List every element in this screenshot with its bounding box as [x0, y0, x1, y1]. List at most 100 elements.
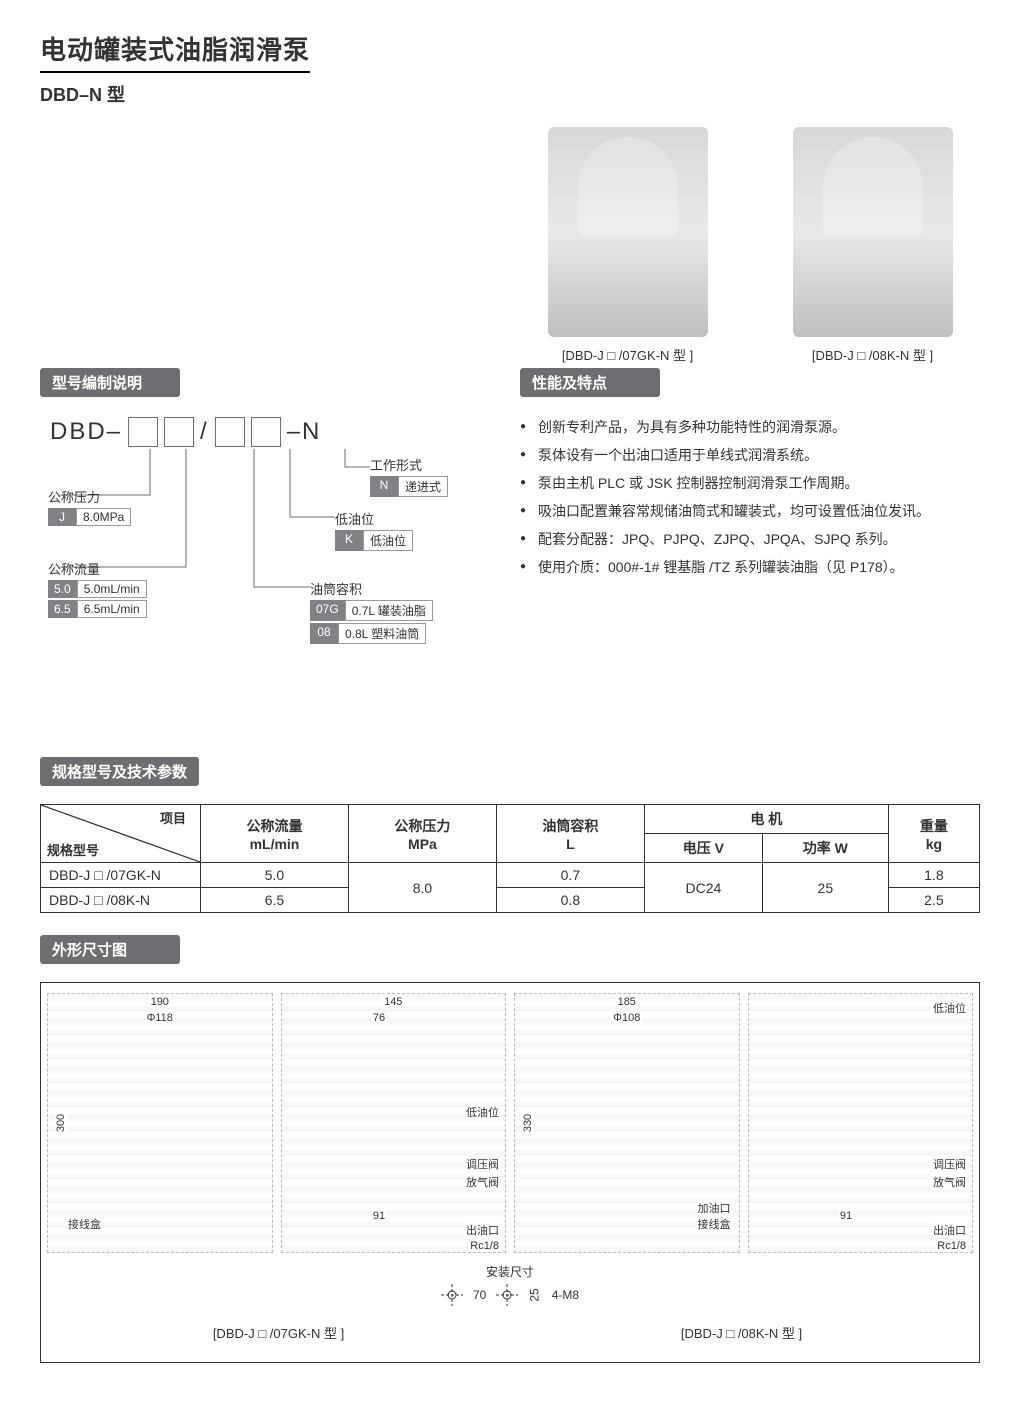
param-label: 公称流量	[48, 559, 147, 578]
th-unit: mL/min	[209, 836, 340, 852]
features-list: 创新专利产品，为具有多种功能特性的润滑泵源。 泵体设有一个出油口适用于单线式润滑…	[520, 413, 980, 581]
th-power: 功率 W	[762, 834, 888, 863]
subtitle: DBD–N 型	[40, 81, 980, 107]
diag-top-label: 项目	[160, 808, 186, 827]
diag-header-cell: 项目 规格型号	[41, 805, 201, 863]
td-flow: 5.0	[201, 863, 349, 888]
param-val: 5.0mL/min	[77, 580, 147, 598]
annot-low: 低油位	[931, 1000, 968, 1016]
table-row: 项目 规格型号 公称流量 mL/min 公称压力 MPa 油筒容积 L 电 机 …	[41, 805, 980, 834]
product-photo-placeholder	[793, 127, 953, 337]
spec-section: 规格型号及技术参数 项目 规格型号 公称流量 mL/min 公称压力 MPa 油…	[40, 757, 980, 913]
param-val: 0.8L 塑料油筒	[338, 623, 426, 644]
annot-box: 接线盒	[696, 1216, 733, 1232]
drawing-section: 外形尺寸图 190 Φ118 300 接线盒 145 76 低油位 调压阀	[40, 935, 980, 1363]
param-row: K 低油位	[335, 530, 413, 551]
diag-bot-label: 规格型号	[47, 840, 99, 859]
th-unit: L	[505, 836, 636, 852]
param-val: 8.0MPa	[76, 508, 131, 526]
feature-item: 配套分配器：JPQ、PJPQ、ZJPQ、JPQA、SJPQ 系列。	[520, 525, 980, 553]
page-title: 电动罐装式油脂润滑泵	[40, 30, 980, 81]
td-model: DBD-J □ /07GK-N	[41, 863, 201, 888]
td-weight: 1.8	[888, 863, 979, 888]
model-code-line: DBD– / –N	[40, 417, 500, 447]
param-row: 6.5 6.5mL/min	[48, 600, 147, 618]
td-pressure: 8.0	[348, 863, 496, 913]
product-image-right: [DBD-J □ /08K-N 型 ]	[793, 127, 953, 364]
section-header-model: 型号编制说明	[40, 368, 180, 397]
table-row: DBD-J □ /07GK-N 5.0 8.0 0.7 DC24 25 1.8	[41, 863, 980, 888]
th-text: 公称流量	[209, 816, 340, 836]
param-label: 公称压力	[48, 487, 131, 506]
th-unit: kg	[897, 836, 971, 852]
main-title: 电动罐装式油脂润滑泵	[40, 30, 310, 73]
code-suffix: –N	[287, 418, 322, 446]
td-tank: 0.8	[496, 888, 644, 913]
tech-drawing-placeholder: 低油位 调压阀 放气阀 91 出油口 Rc1/8	[748, 993, 974, 1253]
th-pressure: 公称压力 MPa	[348, 805, 496, 863]
param-low-level: 低油位 K 低油位	[335, 509, 413, 553]
param-row: 08 0.8L 塑料油筒	[310, 623, 433, 644]
feature-item: 吸油口配置兼容常规储油筒式和罐装式，均可设置低油位发讯。	[520, 497, 980, 525]
drawing-right-front: 185 Φ108 330 加油口 接线盒	[514, 993, 740, 1253]
drawing-row: 190 Φ118 300 接线盒 145 76 低油位 调压阀 放气阀 91 出…	[47, 993, 973, 1253]
td-flow: 6.5	[201, 888, 349, 913]
annot-out: 出油口	[464, 1222, 501, 1238]
td-tank: 0.7	[496, 863, 644, 888]
drawing-captions: [DBD-J □ /07GK-N 型 ] [DBD-J □ /08K-N 型 ]	[47, 1315, 973, 1342]
top-left-spacer	[40, 127, 500, 364]
th-text: 公称压力	[357, 816, 488, 836]
mount-a: 70	[473, 1288, 486, 1302]
th-motor: 电 机	[644, 805, 888, 834]
code-box-2	[164, 417, 194, 447]
product-photo-placeholder	[548, 127, 708, 337]
td-weight: 2.5	[888, 888, 979, 913]
dim-w: 145	[382, 996, 404, 1008]
spec-table: 项目 规格型号 公称流量 mL/min 公称压力 MPa 油筒容积 L 电 机 …	[40, 804, 980, 913]
section-header-features: 性能及特点	[520, 368, 660, 397]
code-box-3	[215, 417, 245, 447]
tech-drawing-placeholder: 145 76 低油位 调压阀 放气阀 91 出油口 Rc1/8	[281, 993, 507, 1253]
code-prefix: DBD–	[50, 418, 122, 446]
feature-item: 泵体设有一个出油口适用于单线式润滑系统。	[520, 441, 980, 469]
param-flow: 公称流量 5.0 5.0mL/min 6.5 6.5mL/min	[48, 559, 147, 620]
param-key: J	[48, 508, 76, 526]
param-key: 08	[310, 623, 338, 644]
tech-drawing-placeholder: 185 Φ108 330 加油口 接线盒	[514, 993, 740, 1253]
features-section: 性能及特点 创新专利产品，为具有多种功能特性的润滑泵源。 泵体设有一个出油口适用…	[520, 368, 980, 717]
dim-h: 330	[522, 1112, 534, 1134]
mid-row: 型号编制说明 DBD– / –N	[40, 368, 980, 717]
param-label: 油筒容积	[310, 579, 433, 598]
tech-drawing-placeholder: 190 Φ118 300 接线盒	[47, 993, 273, 1253]
param-row: J 8.0MPa	[48, 508, 131, 526]
drawing-left-front: 190 Φ118 300 接线盒	[47, 993, 273, 1253]
section-header-spec: 规格型号及技术参数	[40, 757, 199, 786]
annot-low: 低油位	[464, 1104, 501, 1120]
drawing-caption-left: [DBD-J □ /07GK-N 型 ]	[47, 1323, 510, 1342]
th-tank: 油筒容积 L	[496, 805, 644, 863]
top-row: [DBD-J □ /07GK-N 型 ] [DBD-J □ /08K-N 型 ]	[40, 127, 980, 364]
annot-reg: 调压阀	[464, 1156, 501, 1172]
param-val: 递进式	[398, 476, 448, 497]
th-flow: 公称流量 mL/min	[201, 805, 349, 863]
image-caption-right: [DBD-J □ /08K-N 型 ]	[812, 345, 933, 364]
feature-item: 泵由主机 PLC 或 JSK 控制器控制润滑泵工作周期。	[520, 469, 980, 497]
product-images: [DBD-J □ /07GK-N 型 ] [DBD-J □ /08K-N 型 ]	[520, 127, 980, 364]
dim-w2: 76	[371, 1012, 387, 1024]
dim-h: 300	[55, 1112, 67, 1134]
dim-w: 185	[616, 996, 638, 1008]
annot-air: 放气阀	[931, 1174, 968, 1190]
th-unit: MPa	[357, 836, 488, 852]
hole-icon	[441, 1284, 463, 1306]
section-header-drawing: 外形尺寸图	[40, 935, 180, 964]
param-work-mode: 工作形式 N 递进式	[370, 455, 448, 499]
feature-item: 使用介质：000#-1# 锂基脂 /TZ 系列罐装油脂（见 P178）。	[520, 553, 980, 581]
dim-b: 91	[371, 1210, 387, 1222]
td-voltage: DC24	[644, 863, 762, 913]
feature-item: 创新专利产品，为具有多种功能特性的润滑泵源。	[520, 413, 980, 441]
code-box-4	[251, 417, 281, 447]
dim-w: 190	[149, 996, 171, 1008]
td-power: 25	[762, 863, 888, 913]
th-weight: 重量 kg	[888, 805, 979, 863]
th-text: 油筒容积	[505, 816, 636, 836]
